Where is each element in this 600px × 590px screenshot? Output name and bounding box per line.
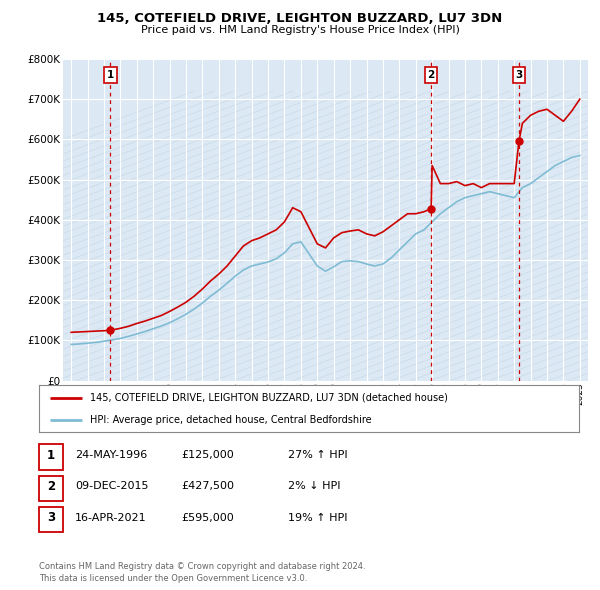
Text: 2: 2	[428, 70, 435, 80]
Text: 24-MAY-1996: 24-MAY-1996	[75, 450, 147, 460]
Text: 2: 2	[47, 480, 55, 493]
Text: HPI: Average price, detached house, Central Bedfordshire: HPI: Average price, detached house, Cent…	[90, 415, 372, 425]
Text: 145, COTEFIELD DRIVE, LEIGHTON BUZZARD, LU7 3DN (detached house): 145, COTEFIELD DRIVE, LEIGHTON BUZZARD, …	[90, 393, 448, 403]
Text: 19% ↑ HPI: 19% ↑ HPI	[288, 513, 347, 523]
Text: 27% ↑ HPI: 27% ↑ HPI	[288, 450, 347, 460]
Text: 1: 1	[107, 70, 114, 80]
Text: Contains HM Land Registry data © Crown copyright and database right 2024.
This d: Contains HM Land Registry data © Crown c…	[39, 562, 365, 583]
Text: 16-APR-2021: 16-APR-2021	[75, 513, 146, 523]
Text: 2% ↓ HPI: 2% ↓ HPI	[288, 481, 341, 491]
Text: £595,000: £595,000	[181, 513, 234, 523]
Text: £125,000: £125,000	[181, 450, 234, 460]
Text: 09-DEC-2015: 09-DEC-2015	[75, 481, 149, 491]
Text: 3: 3	[515, 70, 523, 80]
Text: 145, COTEFIELD DRIVE, LEIGHTON BUZZARD, LU7 3DN: 145, COTEFIELD DRIVE, LEIGHTON BUZZARD, …	[97, 12, 503, 25]
Text: 3: 3	[47, 511, 55, 525]
Text: £427,500: £427,500	[181, 481, 234, 491]
Text: 1: 1	[47, 448, 55, 462]
Text: Price paid vs. HM Land Registry's House Price Index (HPI): Price paid vs. HM Land Registry's House …	[140, 25, 460, 35]
